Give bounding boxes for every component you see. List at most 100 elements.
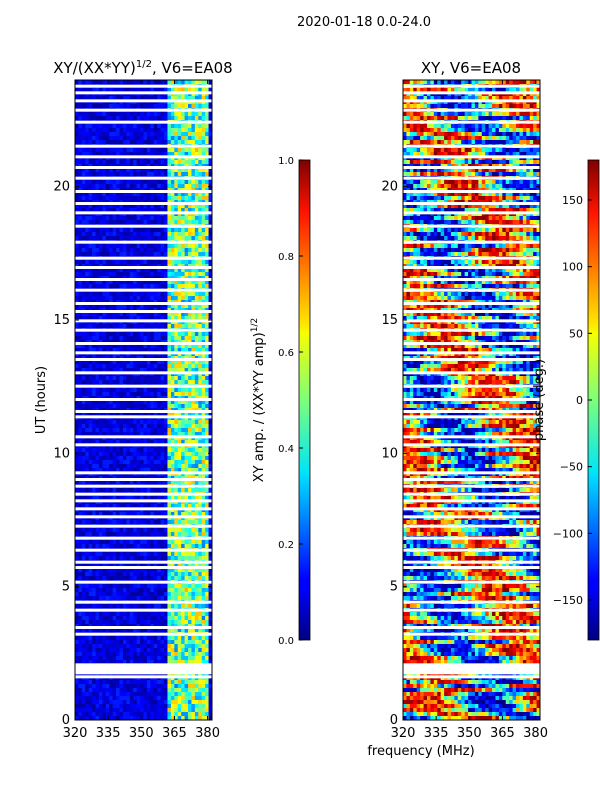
amplitude-cell (157, 152, 162, 157)
amplitude-cell (85, 360, 90, 365)
amplitude-cell (170, 88, 175, 93)
amplitude-cell (208, 556, 212, 561)
amplitude-cell (105, 376, 110, 381)
amplitude-cell (105, 312, 110, 317)
amplitude-cell (198, 412, 203, 417)
amplitude-cell (194, 88, 199, 93)
amplitude-cell (146, 376, 151, 381)
amplitude-cell (133, 148, 138, 153)
amplitude-cell (143, 96, 148, 101)
amplitude-cell (157, 448, 162, 453)
amplitude-cell (102, 520, 107, 525)
amplitude-cell (109, 488, 114, 493)
amplitude-cell (170, 420, 175, 425)
amplitude-cell (205, 400, 209, 405)
amplitude-cell (92, 528, 96, 533)
amplitude-cell (119, 232, 124, 237)
amplitude-cell (88, 96, 93, 101)
amplitude-cell (164, 540, 168, 545)
amplitude-cell (88, 456, 93, 461)
amplitude-cell (188, 180, 192, 185)
amplitude-cell (126, 220, 131, 225)
amplitude-cell (201, 132, 206, 137)
amplitude-cell (188, 404, 192, 409)
amplitude-cell (122, 368, 127, 373)
amplitude-cell (78, 504, 83, 509)
amplitude-cell (105, 180, 110, 185)
amplitude-cell (177, 552, 182, 557)
amplitude-cell (102, 136, 107, 141)
amplitude-cell (136, 132, 141, 137)
amplitude-cell (88, 400, 93, 405)
amplitude-cell (198, 204, 203, 209)
amplitude-cell (92, 576, 96, 581)
amplitude-cell (201, 432, 206, 437)
amplitude-cell (112, 220, 117, 225)
amplitude-cell (143, 260, 148, 265)
amplitude-cell (201, 452, 206, 457)
amplitude-cell (98, 116, 103, 121)
amplitude-cell (170, 208, 175, 213)
amplitude-cell (109, 568, 114, 573)
amplitude-cell (208, 140, 212, 145)
amplitude-cell (184, 460, 189, 465)
amplitude-cell (188, 116, 192, 121)
amplitude-cell (167, 172, 172, 177)
amplitude-cell (157, 168, 162, 173)
amplitude-cell (116, 128, 120, 133)
amplitude-cell (191, 152, 196, 157)
amplitude-cell (146, 456, 151, 461)
amplitude-cell (153, 208, 158, 213)
amplitude-cell (208, 96, 212, 101)
amplitude-cell (188, 112, 192, 117)
amplitude-cell (164, 452, 168, 457)
amplitude-cell (85, 284, 90, 289)
amplitude-cell (81, 252, 86, 257)
amplitude-cell (122, 404, 127, 409)
amplitude-cell (167, 216, 172, 221)
amplitude-cell (164, 488, 168, 493)
amplitude-cell (205, 428, 209, 433)
amplitude-cell (164, 480, 168, 485)
amplitude-cell (95, 364, 100, 369)
amplitude-cell (177, 220, 182, 225)
amplitude-cell (116, 552, 120, 557)
amplitude-cell (88, 292, 93, 297)
amplitude-cell (92, 376, 96, 381)
amplitude-cell (153, 152, 158, 157)
amplitude-cell (119, 88, 124, 93)
amplitude-cell (102, 368, 107, 373)
amplitude-cell (95, 168, 100, 173)
amplitude-cell (136, 204, 141, 209)
amplitude-cell (143, 504, 148, 509)
amplitude-cell (208, 228, 212, 233)
amplitude-cell (191, 392, 196, 397)
amplitude-cell (167, 428, 172, 433)
amplitude-cell (116, 520, 120, 525)
amplitude-cell (208, 312, 212, 317)
amplitude-cell (201, 248, 206, 253)
amplitude-cell (126, 392, 131, 397)
amplitude-cell (78, 104, 83, 109)
amplitude-cell (102, 216, 107, 221)
amplitude-cell (140, 432, 144, 437)
amplitude-cell (126, 552, 131, 557)
amplitude-cell (194, 208, 199, 213)
amplitude-cell (143, 464, 148, 469)
amplitude-cell (78, 364, 83, 369)
amplitude-cell (88, 480, 93, 485)
amplitude-cell (160, 132, 165, 137)
amplitude-cell (198, 360, 203, 365)
amplitude-cell (92, 344, 96, 349)
amplitude-cell (194, 452, 199, 457)
amplitude-cell (184, 116, 189, 121)
amplitude-cell (95, 504, 100, 509)
amplitude-cell (98, 196, 103, 201)
amplitude-cell (119, 316, 124, 321)
amplitude-cell (198, 260, 203, 265)
amplitude-cell (75, 160, 79, 165)
amplitude-cell (102, 132, 107, 137)
amplitude-cell (133, 452, 138, 457)
amplitude-cell (208, 132, 212, 137)
amplitude-cell (146, 488, 151, 493)
